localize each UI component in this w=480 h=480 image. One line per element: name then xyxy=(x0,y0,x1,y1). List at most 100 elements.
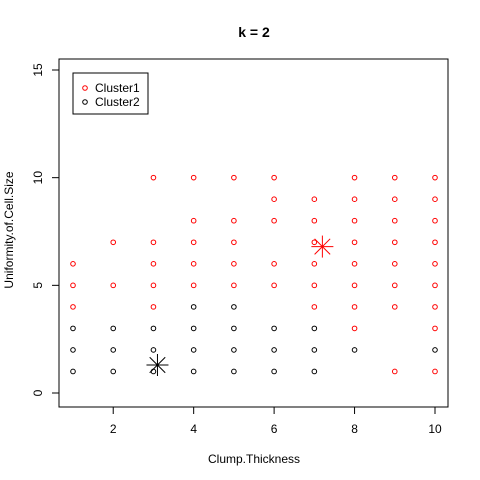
cluster2-center-marker xyxy=(146,354,169,377)
cluster2-point xyxy=(150,368,157,375)
cluster1-point xyxy=(351,304,358,310)
cluster2-point xyxy=(110,325,117,332)
cluster1-point xyxy=(432,174,438,181)
cluster2-point xyxy=(271,325,277,332)
cluster1-point xyxy=(391,239,398,246)
cluster1-point xyxy=(311,217,318,224)
cluster1-point xyxy=(432,304,438,310)
cluster1-point xyxy=(391,217,398,224)
cluster1-point xyxy=(70,261,76,267)
legend-label-cluster1: Cluster1 xyxy=(95,81,140,95)
cluster2-point xyxy=(351,347,358,353)
x-tick-label: 4 xyxy=(190,422,197,436)
cluster1-point xyxy=(150,282,157,289)
cluster1-point xyxy=(231,174,237,181)
cluster2-point xyxy=(231,325,237,332)
y-axis: 0 5 10 15 xyxy=(31,63,59,396)
cluster2-point xyxy=(190,304,197,310)
cluster1-point xyxy=(271,174,277,181)
cluster2-point xyxy=(70,325,76,332)
cluster1-point xyxy=(311,239,318,246)
cluster1-point xyxy=(432,217,438,224)
data-points xyxy=(70,174,438,375)
cluster1-point xyxy=(351,325,358,332)
cluster1-point xyxy=(70,282,76,289)
cluster-centers xyxy=(146,235,334,377)
x-tick-label: 2 xyxy=(110,422,117,436)
cluster1-point xyxy=(110,239,117,246)
cluster1-point xyxy=(311,261,318,267)
cluster1-point xyxy=(391,304,398,310)
x-axis-label: Clump.Thickness xyxy=(208,452,300,466)
x-axis: 2 4 6 8 10 xyxy=(110,407,442,436)
cluster1-point xyxy=(391,196,398,202)
cluster2-point xyxy=(190,347,197,353)
legend-marker-cluster1 xyxy=(82,85,88,91)
plot-frame xyxy=(58,58,449,408)
cluster1-point xyxy=(190,217,197,224)
cluster1-point xyxy=(432,261,438,267)
cluster1-point xyxy=(231,261,237,267)
cluster2-point xyxy=(231,304,237,310)
cluster1-point xyxy=(391,174,398,181)
cluster2-point xyxy=(271,368,277,375)
cluster1-point xyxy=(311,282,318,289)
y-tick-label: 15 xyxy=(31,63,45,77)
cluster1-point xyxy=(351,239,358,246)
cluster2-point xyxy=(150,347,157,353)
legend-marker-cluster2 xyxy=(82,99,88,105)
x-tick-label: 8 xyxy=(351,422,358,436)
y-tick-label: 0 xyxy=(31,389,45,396)
legend-box xyxy=(72,72,149,115)
cluster1-point xyxy=(70,304,76,310)
cluster1-point xyxy=(351,196,358,202)
cluster1-point xyxy=(351,217,358,224)
cluster2-point xyxy=(231,368,237,375)
cluster2-point xyxy=(150,325,157,332)
x-tick-label: 6 xyxy=(271,422,278,436)
cluster2-point xyxy=(70,347,76,353)
cluster1-point xyxy=(231,282,237,289)
cluster1-point xyxy=(231,217,237,224)
cluster2-point xyxy=(70,368,76,375)
cluster2-point xyxy=(190,368,197,375)
cluster1-point xyxy=(190,261,197,267)
cluster1-point xyxy=(311,304,318,310)
cluster1-point xyxy=(150,261,157,267)
cluster2-point xyxy=(311,325,318,332)
y-tick-label: 10 xyxy=(31,171,45,185)
cluster2-point xyxy=(190,325,197,332)
cluster1-point xyxy=(311,196,318,202)
cluster1-center-marker xyxy=(311,235,334,258)
cluster2-point xyxy=(231,347,237,353)
chart-title: k = 2 xyxy=(238,24,270,40)
cluster2-point xyxy=(110,347,117,353)
cluster1-point xyxy=(271,196,277,202)
cluster1-point xyxy=(190,282,197,289)
cluster1-point xyxy=(150,304,157,310)
cluster1-point xyxy=(271,217,277,224)
cluster1-point xyxy=(150,239,157,246)
x-tick-label: 10 xyxy=(428,422,442,436)
cluster1-point xyxy=(391,368,398,375)
cluster1-point xyxy=(351,174,358,181)
cluster2-point xyxy=(110,368,117,375)
y-axis-label: Uniformity.of.Cell.Size xyxy=(2,171,16,288)
cluster1-point xyxy=(432,282,438,289)
cluster2-point xyxy=(271,347,277,353)
cluster1-point xyxy=(150,174,157,181)
legend-label-cluster2: Cluster2 xyxy=(95,95,140,109)
cluster1-point xyxy=(271,282,277,289)
cluster1-point xyxy=(190,239,197,246)
cluster1-point xyxy=(351,282,358,289)
cluster2-point xyxy=(311,368,318,375)
cluster1-point xyxy=(432,196,438,202)
cluster1-point xyxy=(190,174,197,181)
cluster1-point xyxy=(391,261,398,267)
cluster1-point xyxy=(391,282,398,289)
cluster1-point xyxy=(432,325,438,332)
cluster1-point xyxy=(231,239,237,246)
cluster1-point xyxy=(351,261,358,267)
